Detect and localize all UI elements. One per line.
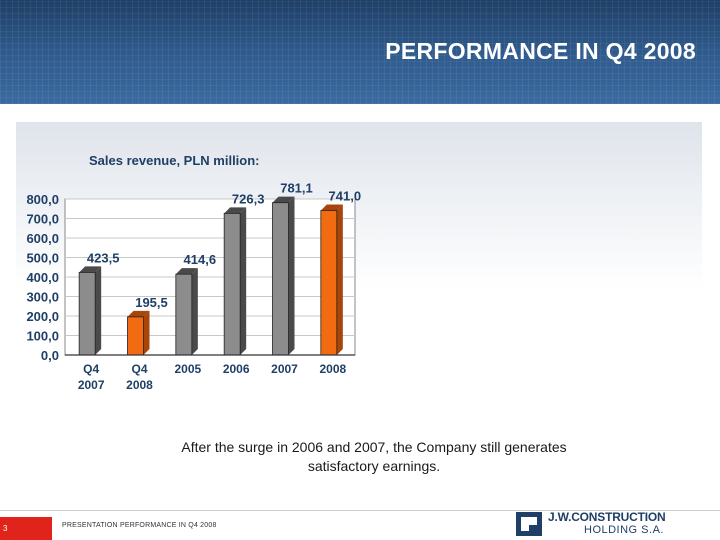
x-tick-label: 2006 <box>223 362 250 376</box>
y-tick-label: 700,0 <box>26 212 59 227</box>
bar-side <box>191 268 198 355</box>
x-tick-label: 2007 <box>271 362 298 376</box>
data-label: 726,3 <box>232 191 265 206</box>
company-logo: J.W.CONSTRUCTION HOLDING S.A. <box>516 510 706 540</box>
y-tick-label: 600,0 <box>26 231 59 246</box>
caption-line-1: After the surge in 2006 and 2007, the Co… <box>181 439 567 455</box>
x-tick-label: 2007 <box>78 378 105 392</box>
header-pattern <box>0 0 720 104</box>
bar-side <box>288 196 295 355</box>
bar <box>175 273 193 356</box>
y-tick-label: 400,0 <box>26 270 59 285</box>
bar <box>272 202 289 356</box>
page-title: PERFORMANCE IN Q4 2008 <box>385 38 696 64</box>
bar-top <box>272 196 295 203</box>
caption: After the surge in 2006 and 2007, the Co… <box>110 438 638 476</box>
bar-top <box>175 268 198 275</box>
data-label: 781,1 <box>280 181 313 196</box>
data-label: 423,5 <box>87 250 120 265</box>
bar-top <box>79 266 102 273</box>
x-tick-label: Q4 <box>131 362 147 376</box>
logo-mark-icon <box>516 512 542 536</box>
y-tick-label: 200,0 <box>26 309 59 324</box>
bar-top <box>127 310 150 317</box>
bar-top <box>320 204 343 211</box>
bar <box>223 212 241 356</box>
x-tick-label: 2008 <box>319 362 346 376</box>
y-tick-label: 300,0 <box>26 290 59 305</box>
chart-title: Sales revenue, PLN million: <box>89 153 260 168</box>
y-tick-label: 500,0 <box>26 251 59 266</box>
logo-sub-text: HOLDING S.A. <box>584 524 664 536</box>
bar-side <box>143 310 150 355</box>
bar <box>320 210 338 356</box>
data-label: 195,5 <box>135 295 168 310</box>
bar <box>78 272 96 356</box>
data-label: 741,0 <box>329 189 362 204</box>
footer-divider <box>0 510 720 511</box>
bar <box>127 316 144 356</box>
x-tick-label: 2008 <box>126 378 153 392</box>
y-tick-label: 800,0 <box>26 192 59 207</box>
data-label: 414,6 <box>184 252 217 267</box>
caption-line-2: satisfactory earnings. <box>307 458 441 474</box>
page-number-badge: 3 <box>0 517 52 540</box>
y-tick-label: 100,0 <box>26 329 59 344</box>
x-tick-label: 2005 <box>174 362 201 376</box>
header-banner: PERFORMANCE IN Q4 2008 <box>0 0 720 104</box>
bar-side <box>95 266 102 355</box>
y-tick-label: 0,0 <box>41 348 59 363</box>
footer-text: PRESENTATION PERFORMANCE IN Q4 2008 <box>62 522 217 529</box>
logo-brand-text: J.W.CONSTRUCTION <box>548 510 666 524</box>
bar-top <box>224 207 247 214</box>
bar-side <box>336 204 343 355</box>
x-tick-label: Q4 <box>83 362 99 376</box>
bar-side <box>240 207 247 355</box>
